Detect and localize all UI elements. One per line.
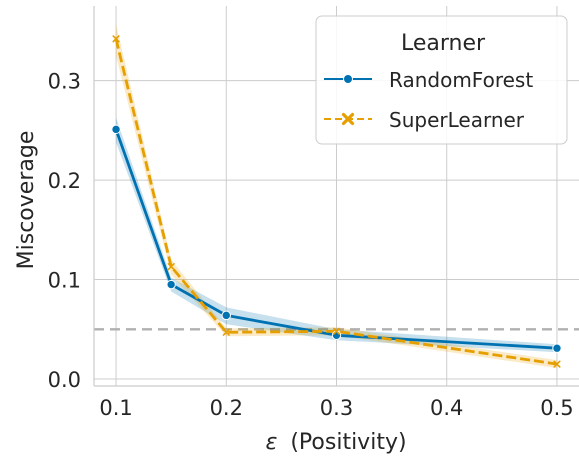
- legend-label-randomforest: RandomForest: [389, 68, 533, 92]
- legend: Learner RandomForest SuperLearner: [315, 15, 568, 145]
- x-axis-symbol: ε: [265, 430, 277, 455]
- legend-box: [315, 15, 568, 145]
- y-tick-label: 0.2: [48, 169, 81, 193]
- legend-marker-superlearner: [341, 112, 355, 126]
- data-point-randomforest: [552, 343, 562, 353]
- data-point-superlearner: [332, 327, 341, 335]
- series-markers: [111, 35, 562, 368]
- legend-title: Learner: [401, 31, 486, 56]
- x-tick-label: 0.5: [540, 396, 573, 420]
- y-axis-label: Miscoverage: [14, 131, 39, 270]
- axes: [93, 6, 579, 387]
- data-point-superlearner: [167, 263, 175, 271]
- x-tick-label: 0.3: [320, 396, 353, 420]
- tick-labels: 0.1 0.2 0.3 0.4 0.5 0.0 0.1 0.2 0.3: [48, 70, 574, 420]
- data-point-randomforest: [221, 310, 231, 321]
- legend-label-superlearner: SuperLearner: [389, 108, 525, 132]
- y-tick-label: 0.3: [48, 70, 81, 94]
- x-tick-label: 0.1: [99, 396, 132, 420]
- x-tick-label: 0.4: [430, 396, 463, 420]
- data-point-superlearner: [112, 35, 120, 43]
- data-point-randomforest: [111, 124, 121, 135]
- y-tick-label: 0.0: [48, 368, 81, 392]
- series-line-superlearner: [114, 38, 558, 366]
- data-point-superlearner: [222, 328, 230, 336]
- data-point-superlearner: [553, 360, 561, 368]
- x-axis-label-text: (Positivity): [290, 430, 406, 455]
- x-tick-label: 0.2: [210, 396, 243, 420]
- x-axis-label: ε (Positivity): [265, 430, 406, 455]
- data-point-randomforest: [166, 279, 176, 290]
- y-tick-label: 0.1: [48, 269, 81, 293]
- legend-marker-randomforest: [343, 74, 353, 84]
